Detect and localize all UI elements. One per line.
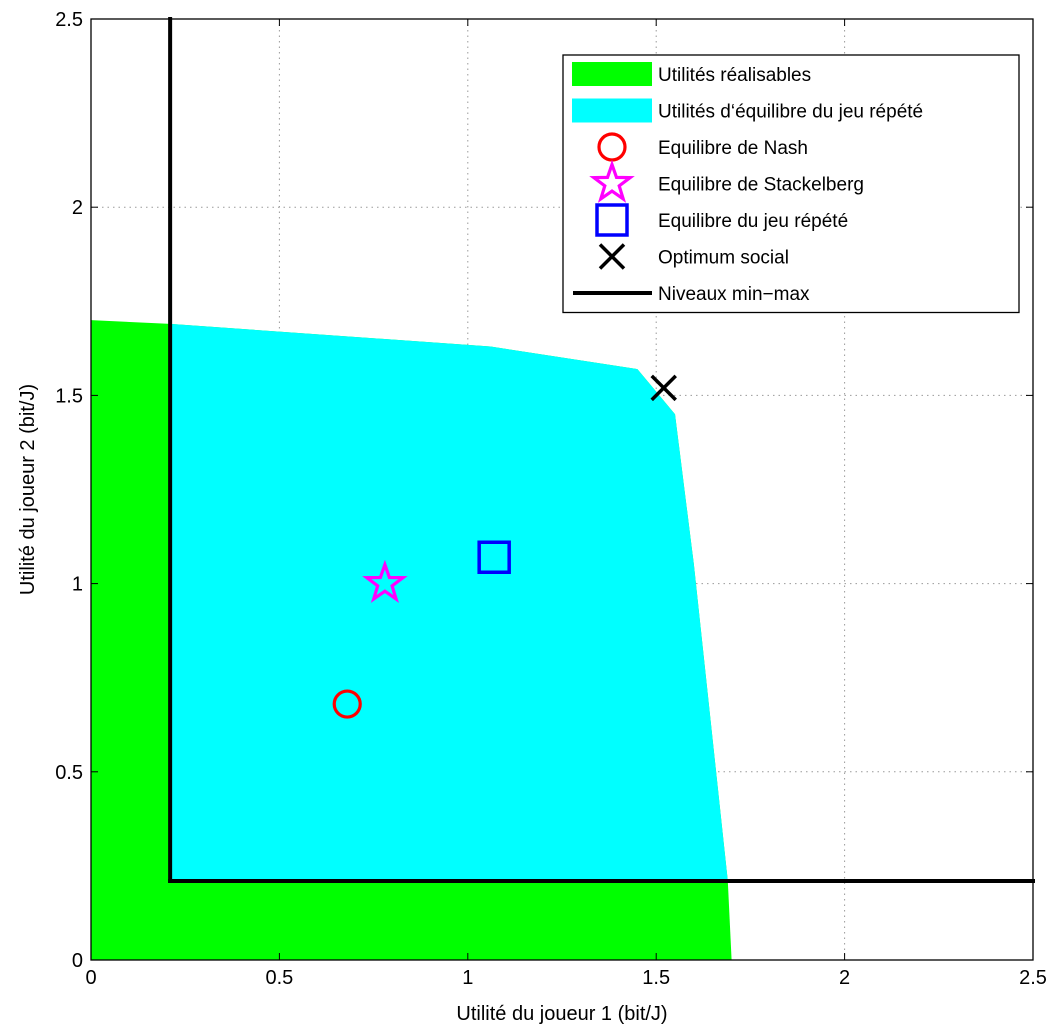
legend-swatch [572, 62, 652, 86]
y-axis-label: Utilité du joueur 2 (bit/J) [17, 384, 39, 595]
regions [91, 320, 732, 961]
min-max-lines [168, 17, 1035, 883]
x-tick-label: 0 [85, 967, 96, 989]
axis-ticks: 0 0.5 1 1.5 2 2.5 0 0.5 1 1.5 2 2.5 [55, 9, 1047, 989]
y-tick-label: 1.5 [55, 385, 83, 407]
x-tick-label: 2 [839, 967, 850, 989]
legend-label: Utilités réalisables [658, 65, 811, 86]
x-axis-label: Utilité du joueur 1 (bit/J) [456, 1003, 667, 1025]
equilibrium-markers [332, 374, 677, 719]
legend-swatch [572, 98, 652, 123]
legend-label: Optimum social [658, 248, 789, 269]
axes-frame [90, 18, 1034, 961]
y-tick-label: 2 [72, 197, 83, 219]
region-1 [170, 323, 728, 881]
legend-box [562, 54, 1020, 314]
legend-label: Equilibre du jeu répété [658, 211, 848, 232]
x-tick-label: 1 [462, 967, 473, 989]
legend-label: Utilités d‘équilibre du jeu répété [658, 102, 923, 123]
x-tick-label: 1.5 [642, 967, 670, 989]
legend-label: Niveaux min−max [658, 284, 810, 305]
y-tick-label: 2.5 [55, 9, 83, 31]
x-tick-label: 0.5 [265, 967, 293, 989]
square-marker [477, 540, 511, 575]
star-marker [362, 559, 408, 603]
y-tick-label: 0.5 [55, 762, 83, 784]
x-tick-label: 2.5 [1019, 967, 1047, 989]
circle-marker [332, 689, 362, 719]
legend-star-marker [589, 159, 635, 203]
y-tick-label: 0 [72, 950, 83, 972]
legend: Utilités réalisables Utilités d‘équilibre… [562, 54, 1020, 314]
legend-label: Equilibre de Stackelberg [658, 175, 864, 196]
x-marker [650, 374, 677, 402]
legend-label: Equilibre de Nash [658, 138, 808, 159]
legend-square-marker [595, 203, 629, 237]
y-tick-label: 1 [72, 574, 83, 596]
legend-x-marker [598, 243, 626, 270]
